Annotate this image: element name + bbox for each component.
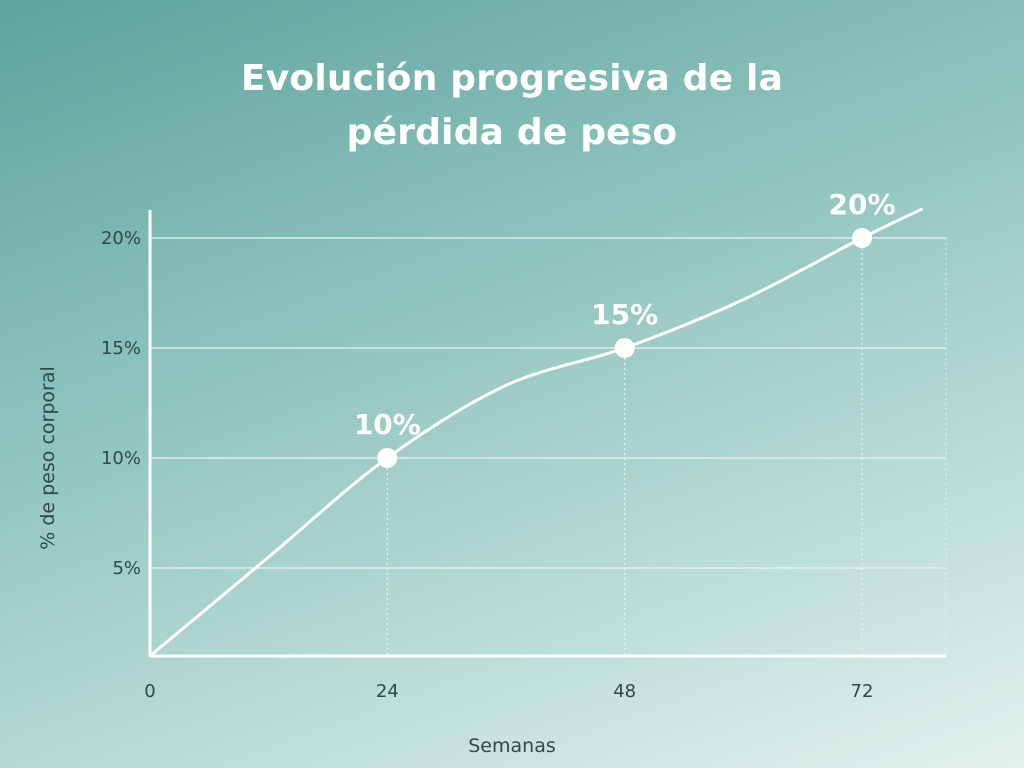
point-labels: 10% 15% 20% bbox=[354, 188, 896, 441]
data-label: 15% bbox=[591, 298, 658, 331]
x-tick-label: 72 bbox=[851, 681, 874, 702]
drop-lines bbox=[386, 238, 863, 656]
y-tick-labels: 5% 10% 15% 20% bbox=[101, 228, 141, 579]
data-points bbox=[377, 228, 872, 468]
y-tick-label: 5% bbox=[112, 558, 141, 579]
data-point bbox=[614, 338, 635, 358]
y-axis-label: % de peso corporal bbox=[37, 366, 59, 550]
y-tick-label: 20% bbox=[101, 228, 141, 249]
x-tick-label: 0 bbox=[144, 681, 155, 702]
grid-lines bbox=[150, 237, 947, 656]
x-tick-label: 48 bbox=[613, 681, 636, 702]
data-point bbox=[852, 228, 872, 248]
data-label: 20% bbox=[828, 188, 895, 221]
data-point bbox=[377, 448, 398, 468]
y-tick-label: 10% bbox=[101, 448, 141, 469]
y-tick-label: 15% bbox=[101, 338, 141, 359]
series-line bbox=[148, 207, 923, 658]
chart-title: Evolución progresiva de la pérdida de pe… bbox=[0, 52, 1024, 160]
x-axis-label: Semanas bbox=[468, 735, 556, 757]
chart-title-line-1: Evolución progresiva de la bbox=[240, 58, 784, 99]
x-tick-labels: 0 24 48 72 bbox=[144, 681, 873, 702]
data-label: 10% bbox=[354, 408, 421, 441]
chart-title-line-2: pérdida de peso bbox=[346, 112, 678, 153]
x-tick-label: 24 bbox=[376, 681, 399, 702]
